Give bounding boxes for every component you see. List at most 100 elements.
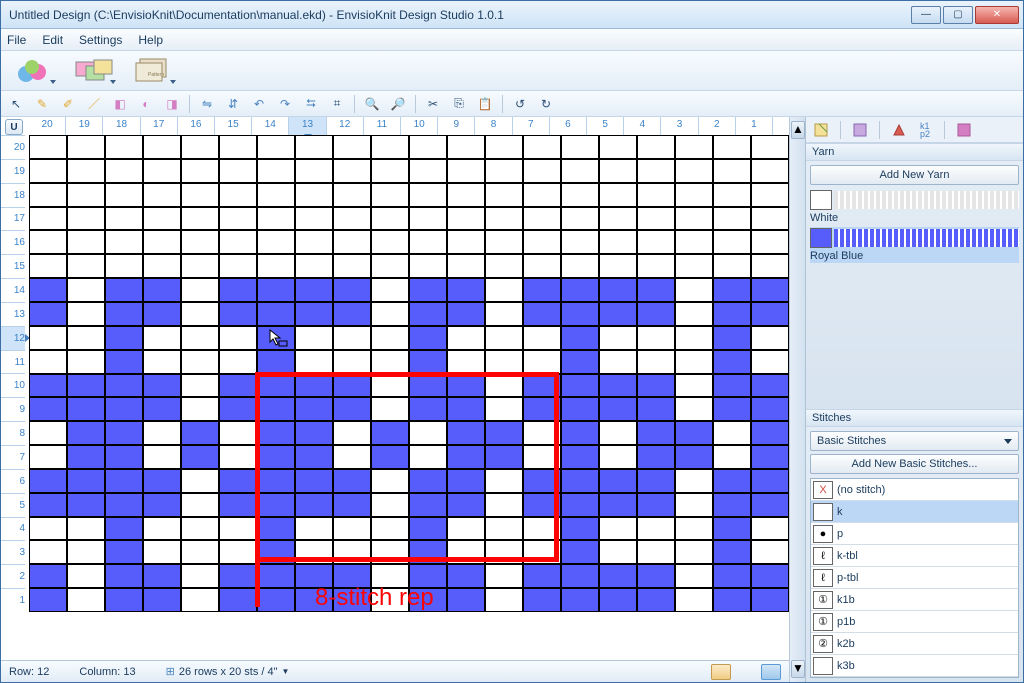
grid-cell[interactable] [143, 540, 181, 564]
grid-cell[interactable] [181, 302, 219, 326]
stitch-item[interactable]: X(no stitch) [811, 479, 1018, 501]
grid-cell[interactable] [295, 159, 333, 183]
grid-cell[interactable] [105, 230, 143, 254]
add-stitch-button[interactable]: Add New Basic Stitches... [810, 454, 1019, 474]
ruler-top-tick[interactable]: 6 [550, 117, 587, 135]
grid-cell[interactable] [409, 350, 447, 374]
grid-cell[interactable] [143, 350, 181, 374]
grid-cell[interactable] [751, 278, 789, 302]
grid-cell[interactable] [447, 517, 485, 541]
grid-cell[interactable] [181, 254, 219, 278]
grid-cell[interactable] [295, 469, 333, 493]
grid-cell[interactable] [219, 302, 257, 326]
yarn-swatch[interactable] [810, 228, 832, 248]
ruler-left-tick[interactable]: 7 [1, 445, 25, 469]
grid-cell[interactable] [599, 397, 637, 421]
knit-grid[interactable] [29, 135, 789, 612]
grid-cell[interactable] [409, 183, 447, 207]
grid-cell[interactable] [67, 588, 105, 612]
grid-cell[interactable] [105, 421, 143, 445]
grid-cell[interactable] [295, 540, 333, 564]
grid-cell[interactable] [713, 230, 751, 254]
grid-cell[interactable] [333, 230, 371, 254]
grid-cell[interactable] [561, 278, 599, 302]
ruler-top-tick[interactable]: 17 [141, 117, 178, 135]
grid-cell[interactable] [675, 183, 713, 207]
grid-cell[interactable] [751, 326, 789, 350]
grid-cell[interactable] [675, 421, 713, 445]
grid-cell[interactable] [105, 135, 143, 159]
grid-cell[interactable] [181, 445, 219, 469]
ruler-top-tick[interactable]: 5 [587, 117, 624, 135]
grid-cell[interactable] [447, 397, 485, 421]
grid-cell[interactable] [409, 326, 447, 350]
grid-cell[interactable] [295, 350, 333, 374]
grid-cell[interactable] [675, 493, 713, 517]
flip-h-tool[interactable]: ⇋ [196, 94, 218, 114]
grid-cell[interactable] [371, 254, 409, 278]
grid-cell[interactable] [637, 517, 675, 541]
grid-cell[interactable] [751, 254, 789, 278]
grid-cell[interactable] [295, 302, 333, 326]
grid-cell[interactable] [257, 588, 295, 612]
grid-cell[interactable] [295, 183, 333, 207]
grid-cell[interactable] [295, 397, 333, 421]
grid-cell[interactable] [67, 278, 105, 302]
grid-cell[interactable] [143, 326, 181, 350]
grid-cell[interactable] [219, 278, 257, 302]
grid-cell[interactable] [67, 207, 105, 231]
grid-cell[interactable] [257, 207, 295, 231]
grid-cell[interactable] [143, 397, 181, 421]
grid-cell[interactable] [29, 207, 67, 231]
grid-cell[interactable] [181, 397, 219, 421]
grid-cell[interactable] [523, 302, 561, 326]
ruler-left-tick[interactable]: 1 [1, 588, 25, 612]
grid-cell[interactable] [675, 397, 713, 421]
panel-btn-4[interactable]: k1p2 [916, 121, 934, 139]
grid-cell[interactable] [219, 493, 257, 517]
ruler-left-tick[interactable]: 20 [1, 135, 25, 159]
grid-cell[interactable] [371, 135, 409, 159]
grid-cell[interactable] [561, 397, 599, 421]
grid-cell[interactable] [181, 421, 219, 445]
grid-cell[interactable] [181, 207, 219, 231]
grid-cell[interactable] [333, 254, 371, 278]
grid-cell[interactable] [561, 207, 599, 231]
crop-tool[interactable]: ⌗ [326, 94, 348, 114]
grid-cell[interactable] [409, 493, 447, 517]
grid-cell[interactable] [181, 159, 219, 183]
grid-cell[interactable] [333, 183, 371, 207]
ruler-left[interactable]: 2019181716151413121110987654321 [1, 135, 29, 612]
grid-cell[interactable] [181, 493, 219, 517]
grid-cell[interactable] [219, 159, 257, 183]
grid-cell[interactable] [675, 135, 713, 159]
yarn-swatch[interactable] [810, 190, 832, 210]
grid-cell[interactable] [181, 135, 219, 159]
fill-tool[interactable]: ◧ [109, 94, 131, 114]
grid-cell[interactable] [485, 302, 523, 326]
grid-cell[interactable] [409, 540, 447, 564]
grid-cell[interactable] [143, 183, 181, 207]
grid-cell[interactable] [371, 517, 409, 541]
grid-cell[interactable] [29, 469, 67, 493]
add-yarn-button[interactable]: Add New Yarn [810, 165, 1019, 185]
grid-cell[interactable] [523, 207, 561, 231]
grid-cell[interactable] [713, 493, 751, 517]
grid-cell[interactable] [371, 374, 409, 398]
grid-cell[interactable] [29, 254, 67, 278]
grid-cell[interactable] [637, 493, 675, 517]
grid-cell[interactable] [447, 564, 485, 588]
grid-cell[interactable] [713, 350, 751, 374]
ruler-left-tick[interactable]: 10 [1, 373, 25, 397]
grid-cell[interactable] [751, 350, 789, 374]
grid-cell[interactable] [523, 397, 561, 421]
grid-cell[interactable] [751, 564, 789, 588]
grid-cell[interactable] [713, 445, 751, 469]
grid-cell[interactable] [371, 350, 409, 374]
grid-cell[interactable] [333, 302, 371, 326]
grid-cell[interactable] [219, 588, 257, 612]
grid-cell[interactable] [29, 397, 67, 421]
grid-cell[interactable] [219, 540, 257, 564]
ruler-top-tick[interactable]: 19 [66, 117, 103, 135]
grid-cell[interactable] [523, 326, 561, 350]
